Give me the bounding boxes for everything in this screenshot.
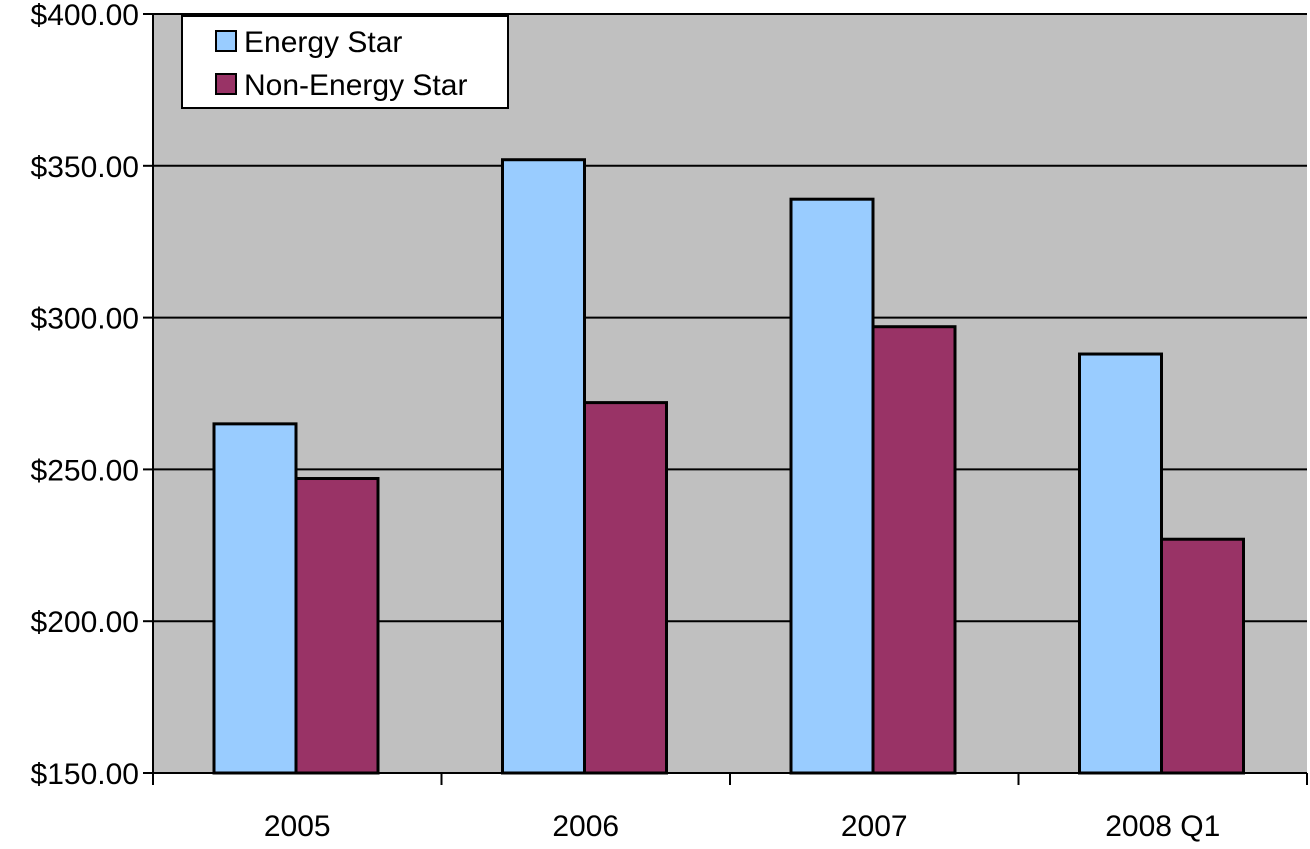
y-tick-label: $150.00	[31, 758, 139, 791]
legend-swatch	[215, 30, 237, 52]
y-tick-label: $350.00	[31, 151, 139, 184]
y-tick-label: $200.00	[31, 606, 139, 639]
bars	[212, 158, 1245, 775]
axes	[143, 13, 1308, 785]
x-tick-label: 2006	[552, 810, 619, 843]
x-tick-label: 2007	[841, 810, 908, 843]
bar-energy-star-1	[501, 158, 586, 775]
y-axis-tick-labels: $150.00 $200.00 $250.00 $300.00 $350.00 $400.…	[31, 0, 139, 791]
y-tick-label: $300.00	[31, 303, 139, 336]
bar-non-energy-star-2	[871, 325, 957, 775]
bar-non-energy-star-0	[294, 477, 380, 775]
legend: Energy Star Non-Energy Star	[181, 15, 509, 109]
bar-non-energy-star-3	[1160, 537, 1245, 775]
x-tick-label: 2008 Q1	[1105, 810, 1220, 843]
bar-energy-star-0	[212, 422, 298, 775]
x-tick-label: 2005	[264, 810, 331, 843]
y-tick-label: $400.00	[31, 0, 139, 32]
legend-label: Energy Star	[244, 26, 402, 59]
bar-non-energy-star-1	[583, 401, 668, 775]
y-tick-label: $250.00	[31, 454, 139, 487]
legend-swatch	[215, 73, 237, 95]
legend-label: Non-Energy Star	[244, 69, 467, 102]
x-axis-tick-labels: 2005 2006 2007 2008 Q1	[264, 810, 1220, 843]
bar-energy-star-3	[1078, 352, 1163, 775]
bar-energy-star-2	[789, 197, 875, 775]
